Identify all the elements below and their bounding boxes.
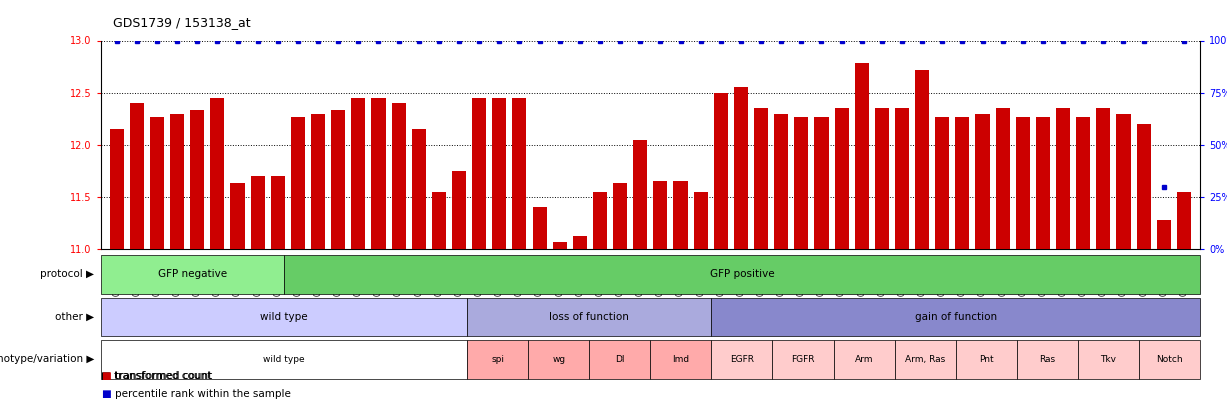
- Bar: [467, 298, 712, 336]
- Bar: [1096, 108, 1110, 249]
- Text: wild type: wild type: [263, 355, 304, 364]
- Text: Arm: Arm: [855, 355, 874, 364]
- Bar: [231, 183, 244, 249]
- Bar: [150, 117, 164, 249]
- Bar: [975, 113, 990, 249]
- Bar: [351, 98, 366, 249]
- Text: protocol ▶: protocol ▶: [40, 269, 94, 279]
- Bar: [130, 103, 144, 249]
- Bar: [815, 117, 828, 249]
- Bar: [310, 113, 325, 249]
- Bar: [1117, 113, 1130, 249]
- Text: Tkv: Tkv: [1101, 355, 1117, 364]
- Bar: [101, 298, 467, 336]
- Bar: [734, 87, 748, 249]
- Bar: [331, 111, 345, 249]
- Bar: [372, 98, 385, 249]
- Text: other ▶: other ▶: [55, 312, 94, 322]
- Bar: [432, 192, 445, 249]
- Text: Arm, Ras: Arm, Ras: [906, 355, 945, 364]
- Bar: [1139, 340, 1200, 379]
- Bar: [894, 108, 909, 249]
- Bar: [1056, 108, 1070, 249]
- Bar: [452, 171, 466, 249]
- Text: genotype/variation ▶: genotype/variation ▶: [0, 354, 94, 364]
- Bar: [283, 255, 1200, 294]
- Text: FGFR: FGFR: [791, 355, 815, 364]
- Bar: [1017, 340, 1077, 379]
- Bar: [513, 98, 526, 249]
- Bar: [1016, 117, 1029, 249]
- Bar: [589, 340, 650, 379]
- Text: percentile rank within the sample: percentile rank within the sample: [115, 389, 291, 399]
- Text: EGFR: EGFR: [730, 355, 753, 364]
- Bar: [712, 340, 773, 379]
- Bar: [1077, 340, 1139, 379]
- Bar: [875, 108, 888, 249]
- Bar: [956, 340, 1017, 379]
- Text: ■: ■: [101, 389, 110, 399]
- Text: ■ transformed count: ■ transformed count: [101, 371, 211, 381]
- Bar: [1177, 192, 1191, 249]
- Text: wild type: wild type: [260, 312, 308, 322]
- Bar: [101, 255, 283, 294]
- Text: transformed count: transformed count: [115, 371, 212, 381]
- Bar: [171, 113, 184, 249]
- Bar: [935, 117, 950, 249]
- Bar: [794, 117, 809, 249]
- Bar: [101, 340, 467, 379]
- Text: spi: spi: [491, 355, 504, 364]
- Bar: [995, 108, 1010, 249]
- Bar: [573, 236, 587, 249]
- Bar: [109, 129, 124, 249]
- Text: wg: wg: [552, 355, 566, 364]
- Bar: [674, 181, 687, 249]
- Text: Dl: Dl: [615, 355, 625, 364]
- Bar: [291, 117, 306, 249]
- Text: GFP positive: GFP positive: [709, 269, 774, 279]
- Text: Imd: Imd: [672, 355, 690, 364]
- Bar: [773, 340, 833, 379]
- Bar: [774, 113, 788, 249]
- Bar: [1036, 117, 1050, 249]
- Bar: [693, 192, 708, 249]
- Text: loss of function: loss of function: [550, 312, 629, 322]
- Bar: [1157, 220, 1171, 249]
- Bar: [528, 340, 589, 379]
- Bar: [391, 103, 406, 249]
- Bar: [412, 129, 426, 249]
- Bar: [650, 340, 712, 379]
- Bar: [593, 192, 607, 249]
- Text: GDS1739 / 153138_at: GDS1739 / 153138_at: [113, 16, 250, 29]
- Text: gain of function: gain of function: [914, 312, 996, 322]
- Bar: [1136, 124, 1151, 249]
- Text: Notch: Notch: [1156, 355, 1183, 364]
- Bar: [467, 340, 528, 379]
- Bar: [956, 117, 969, 249]
- Bar: [190, 111, 205, 249]
- Bar: [492, 98, 507, 249]
- Bar: [653, 181, 667, 249]
- Bar: [533, 207, 546, 249]
- Bar: [271, 176, 285, 249]
- Text: GFP negative: GFP negative: [157, 269, 227, 279]
- Text: Ras: Ras: [1039, 355, 1055, 364]
- Bar: [1076, 117, 1091, 249]
- Bar: [855, 64, 869, 249]
- Bar: [552, 242, 567, 249]
- Bar: [834, 108, 849, 249]
- Bar: [614, 183, 627, 249]
- Bar: [210, 98, 225, 249]
- Text: Pnt: Pnt: [979, 355, 994, 364]
- Bar: [712, 298, 1200, 336]
- Bar: [472, 98, 486, 249]
- Bar: [833, 340, 894, 379]
- Bar: [633, 140, 648, 249]
- Bar: [755, 108, 768, 249]
- Bar: [250, 176, 265, 249]
- Bar: [894, 340, 956, 379]
- Bar: [714, 93, 728, 249]
- Text: ■: ■: [101, 371, 110, 381]
- Bar: [915, 70, 929, 249]
